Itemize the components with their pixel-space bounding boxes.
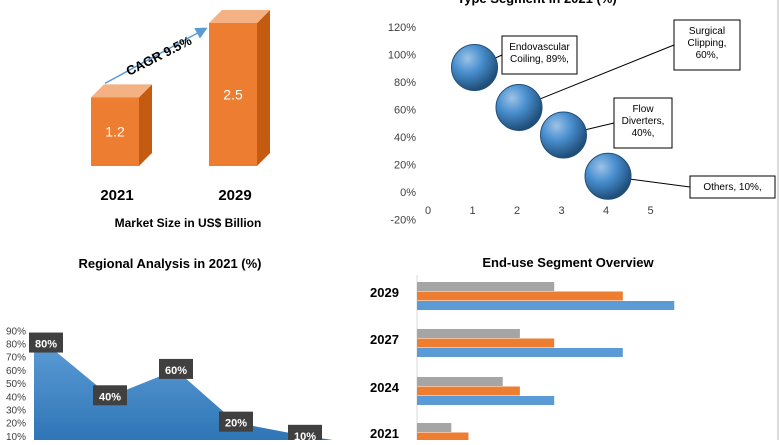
x-tick-label: 2 xyxy=(514,205,520,217)
y-tick-label: 50% xyxy=(6,379,26,390)
chart-title: End-use Segment Overview xyxy=(482,255,654,270)
y-tick-label: 60% xyxy=(394,104,416,116)
bar xyxy=(417,432,469,442)
data-label-box xyxy=(673,19,741,71)
bar xyxy=(417,282,555,291)
data-label: 40% xyxy=(99,391,121,403)
bubble xyxy=(584,152,632,200)
y-tick-label: 80% xyxy=(6,340,26,351)
bar xyxy=(417,396,555,405)
chart-title: Regional Analysis in 2021 (%) xyxy=(78,256,261,271)
data-label-box xyxy=(159,358,193,379)
bar xyxy=(417,348,623,357)
x-tick-label: 1 xyxy=(469,205,475,217)
bubble xyxy=(540,111,587,159)
data-label: 20% xyxy=(225,418,247,430)
bar xyxy=(417,301,675,310)
x-tick-label: 4 xyxy=(603,205,609,217)
category-label: 2027 xyxy=(370,332,399,347)
bar-top xyxy=(209,10,270,23)
data-label: Flow Diverters, 40%, xyxy=(622,104,665,139)
data-label-line: Surgical xyxy=(689,26,725,37)
category-label: 2021 xyxy=(100,187,133,204)
y-tick-label: 100% xyxy=(388,49,416,61)
data-label: Others, 10%, xyxy=(703,182,761,193)
bubble xyxy=(451,44,498,92)
data-label-line: Coiling, 89%, xyxy=(510,54,569,65)
category-label: 2021 xyxy=(370,426,399,440)
data-label-line: Others, 10%, xyxy=(703,182,761,193)
chart-title: Type Segment in 2021 (%) xyxy=(457,0,616,6)
x-axis-label: Market Size in US$ Billion xyxy=(115,216,262,230)
bar xyxy=(417,386,520,396)
y-tick-label: 20% xyxy=(6,419,26,430)
regional-chart: Regional Analysis in 2021 (%) 10% 20% 30% 40… xyxy=(6,256,345,445)
data-label-box xyxy=(219,411,253,432)
bar xyxy=(91,97,139,166)
x-tick-label: 0 xyxy=(425,205,431,217)
y-tick-label: 60% xyxy=(6,366,26,377)
y-tick-label: 40% xyxy=(6,392,26,403)
data-label-box xyxy=(501,35,578,75)
data-label: 60% xyxy=(165,365,187,377)
right-border xyxy=(777,0,779,440)
end-use-chart: End-use Segment Overview 2029 2027 2024 2021 xyxy=(370,255,675,445)
y-tick-label: 40% xyxy=(394,132,416,144)
y-tick-label: 70% xyxy=(6,353,26,364)
market-size-panel: 1.2 2021 2.5 2029 CAGR 9.5% Market Size in US… xyxy=(0,0,330,240)
y-tick-label: 0% xyxy=(400,187,416,199)
end-use-panel: End-use Segment Overview 2029 2027 2024 2021 xyxy=(350,240,780,445)
y-tick-label: 20% xyxy=(394,159,416,171)
x-tick-label: 3 xyxy=(558,205,564,217)
data-label-line: Diverters, xyxy=(622,116,665,127)
data-label: Surgical Clipping, 60%, xyxy=(688,26,727,61)
type-segment-panel: Type Segment in 2021 (%) -20% 0% 20% 40% 60% 8… xyxy=(360,0,780,240)
bubble xyxy=(495,83,543,131)
market-size-chart: 1.2 2021 2.5 2029 CAGR 9.5% Market Size in US… xyxy=(91,10,270,230)
y-tick-label: 30% xyxy=(6,405,26,416)
bar xyxy=(417,291,623,301)
data-label-line: 60%, xyxy=(696,50,719,61)
y-tick-label: -20% xyxy=(390,215,416,227)
y-tick-label: 90% xyxy=(6,326,26,337)
data-label-line: Endovascular xyxy=(509,42,570,53)
y-tick-label: 10% xyxy=(6,432,26,440)
data-label-box xyxy=(613,97,673,149)
area-fill xyxy=(34,343,345,442)
data-label-box xyxy=(689,175,776,199)
cagr-annotation: CAGR 9.5% xyxy=(124,33,195,79)
data-label-box xyxy=(93,385,127,406)
bar-value-label: 2.5 xyxy=(223,87,243,103)
data-label-line: Clipping, xyxy=(688,38,727,49)
regional-panel: Regional Analysis in 2021 (%) 10% 20% 30% 40… xyxy=(0,240,345,445)
type-segment-chart: Type Segment in 2021 (%) -20% 0% 20% 40% 60% 8… xyxy=(388,0,776,227)
data-label-line: 40%, xyxy=(632,128,655,139)
bar xyxy=(417,329,520,338)
bar xyxy=(417,377,503,386)
bar xyxy=(417,423,452,432)
data-label: 10% xyxy=(294,431,316,440)
data-label-line: Flow xyxy=(632,104,654,115)
bar-value-label: 1.2 xyxy=(105,124,125,140)
leader-line xyxy=(518,44,675,108)
category-label: 2029 xyxy=(218,187,251,204)
bar xyxy=(417,338,555,348)
category-label: 2029 xyxy=(370,285,399,300)
data-label: Endovascular Coiling, 89%, xyxy=(509,42,570,65)
data-label-box xyxy=(29,332,63,353)
bar xyxy=(209,23,257,166)
data-label: 80% xyxy=(35,339,57,351)
category-label: 2024 xyxy=(370,380,400,395)
bar-side xyxy=(139,84,152,166)
y-tick-label: 80% xyxy=(394,77,416,89)
y-tick-label: 120% xyxy=(388,22,416,34)
x-tick-label: 5 xyxy=(647,205,653,217)
bar-side xyxy=(257,10,270,166)
growth-arrow xyxy=(104,27,208,85)
bar-top xyxy=(91,84,152,98)
